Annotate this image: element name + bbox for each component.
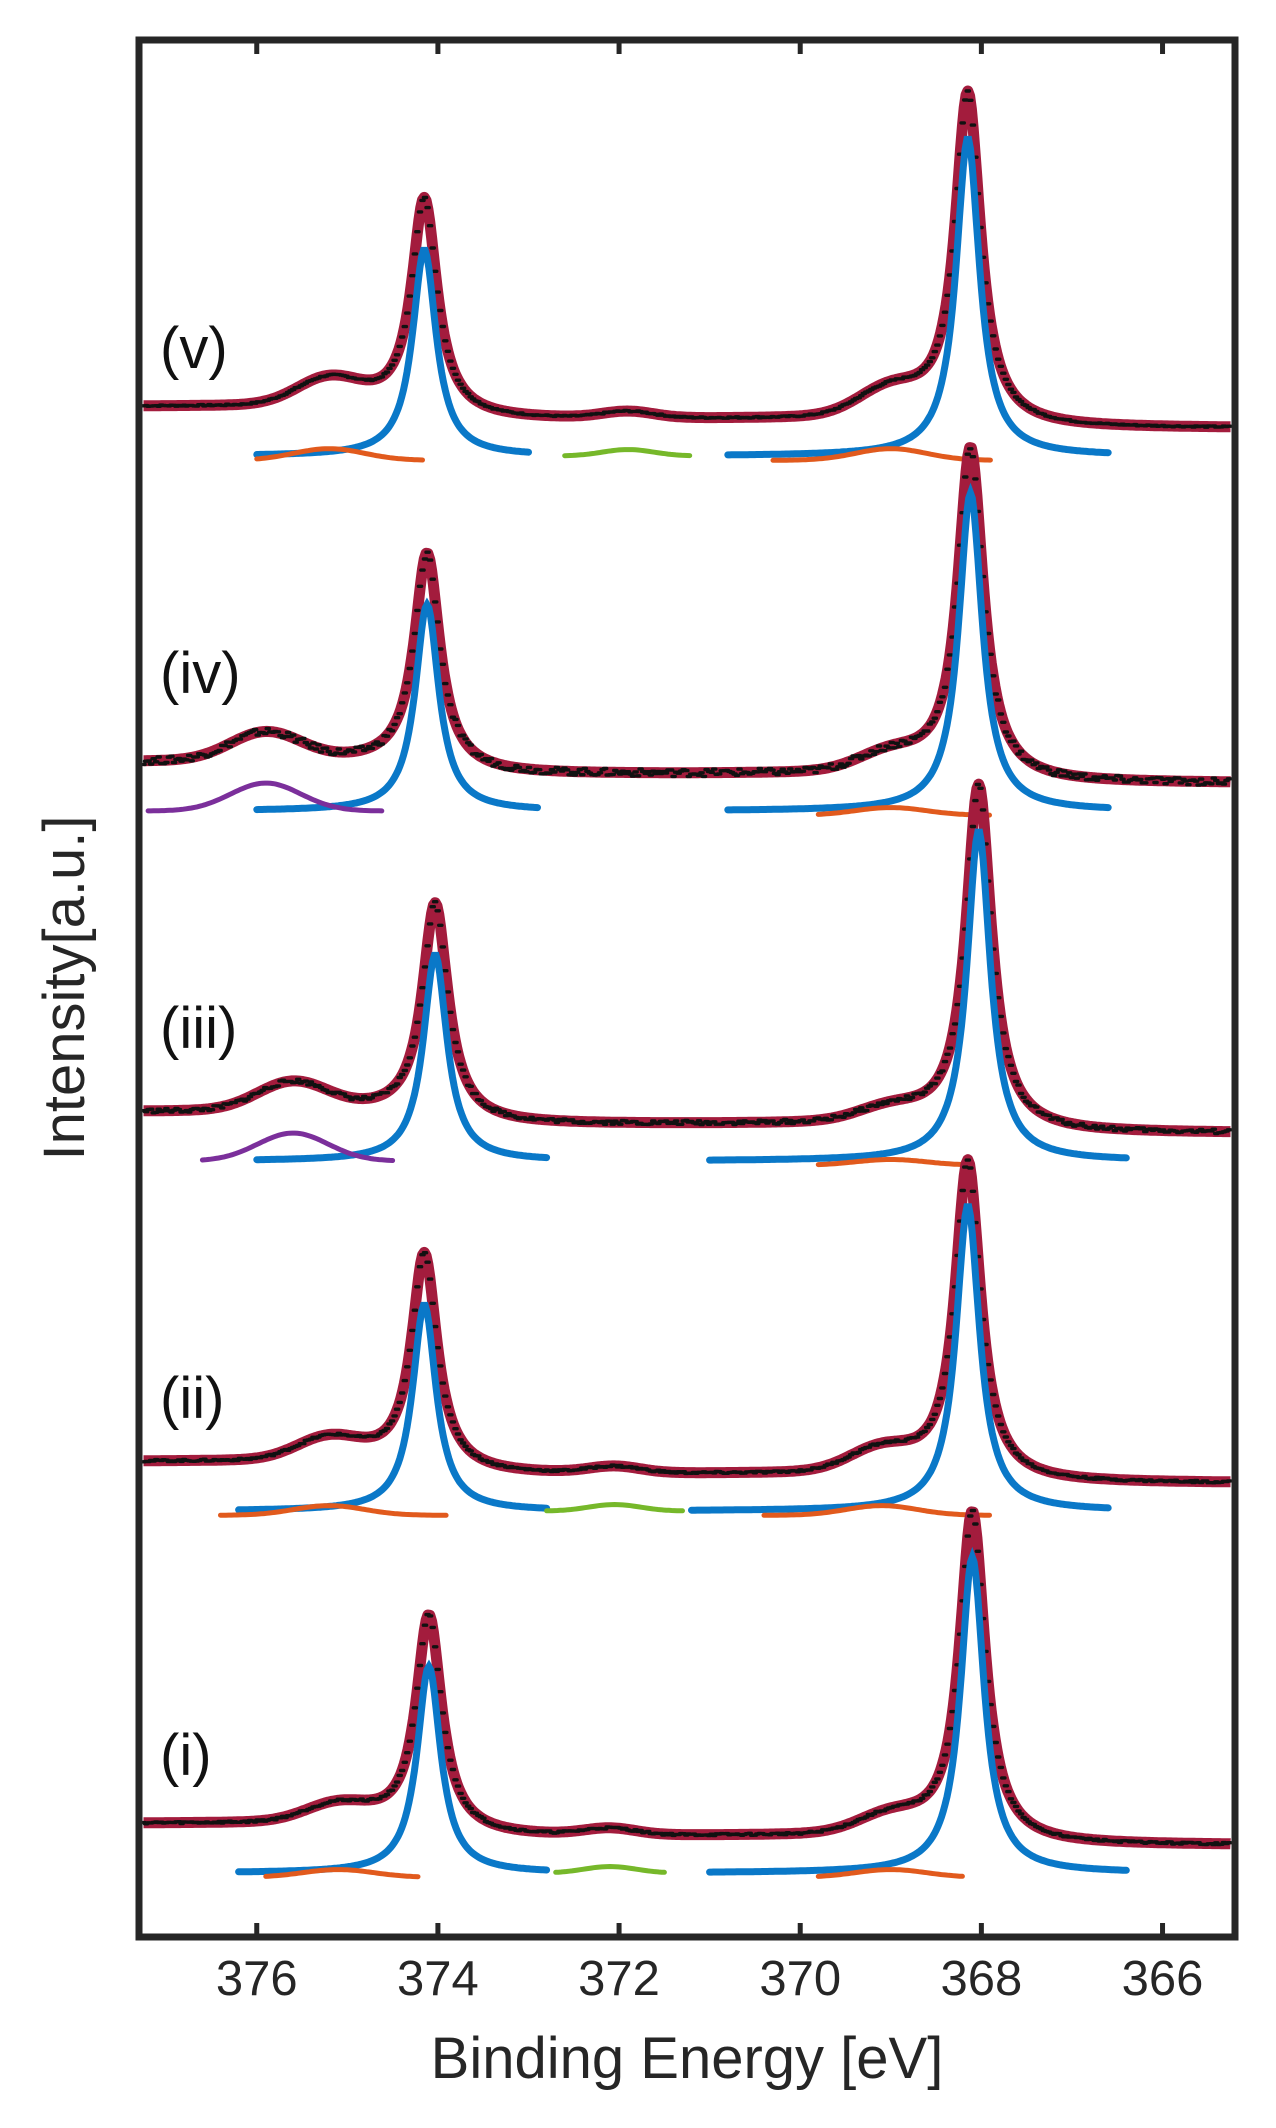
spectrum-label: (iv) [160,641,241,706]
fit-envelope [139,442,1235,788]
data-points [140,89,1233,429]
component-purple [199,1130,396,1163]
component-satellite-orange [263,1867,421,1880]
spectrum-label: (ii) [160,1366,224,1431]
fit-envelope [139,1154,1235,1488]
component-main-peak [235,1659,551,1876]
component-main-peak [253,951,551,1164]
spectra-layer: (v) (iv) (iii) (ii) (i) [139,85,1235,1880]
spectrum-5: (i) [139,1506,1235,1880]
component-purple [145,780,385,814]
data-points [140,447,1233,787]
spectrum-label: (iii) [160,996,237,1061]
component-main-peak [724,482,1112,814]
spectrum-label: (v) [160,316,228,381]
x-tick-label: 366 [1122,1952,1204,2006]
component-satellite-orange [815,1157,973,1168]
spectrum-label: (i) [160,1723,212,1788]
x-axis-ticks: 376 374 372 370 368 366 [216,40,1204,2006]
data-points [140,1158,1233,1485]
x-tick-label: 376 [216,1952,298,2006]
spectrum-2: (iv) [139,442,1235,818]
x-tick-label: 374 [397,1952,479,2006]
spectrum-3: (iii) [139,778,1235,1168]
component-main-peak [706,1546,1130,1876]
data-points [140,1508,1233,1847]
x-axis-title: Binding Energy [eV] [431,2026,944,2091]
spectrum-1: (v) [139,85,1235,463]
component-satellite-orange [218,1503,449,1518]
data-points [140,782,1233,1136]
fit-envelope [139,1506,1235,1850]
component-main-peak [724,135,1112,459]
component-satellite-orange [761,1503,992,1518]
component-green [553,1863,667,1875]
component-green [544,1501,685,1514]
component-main-peak [706,828,1130,1164]
component-main-peak [688,1203,1112,1514]
x-tick-label: 368 [940,1952,1022,2006]
component-green [562,447,693,459]
component-main-peak [253,597,541,814]
fit-envelope [139,85,1235,433]
component-satellite-orange [254,446,425,463]
plot-frame [135,36,1239,1941]
component-satellite-orange [815,805,992,818]
x-tick-label: 372 [578,1952,660,2006]
spectrum-4: (ii) [139,1154,1235,1518]
x-tick-label: 370 [759,1952,841,2006]
component-satellite-orange [815,1867,965,1879]
y-axis-title: Intensity[a.u.] [32,816,97,1161]
component-satellite-orange [770,446,993,463]
